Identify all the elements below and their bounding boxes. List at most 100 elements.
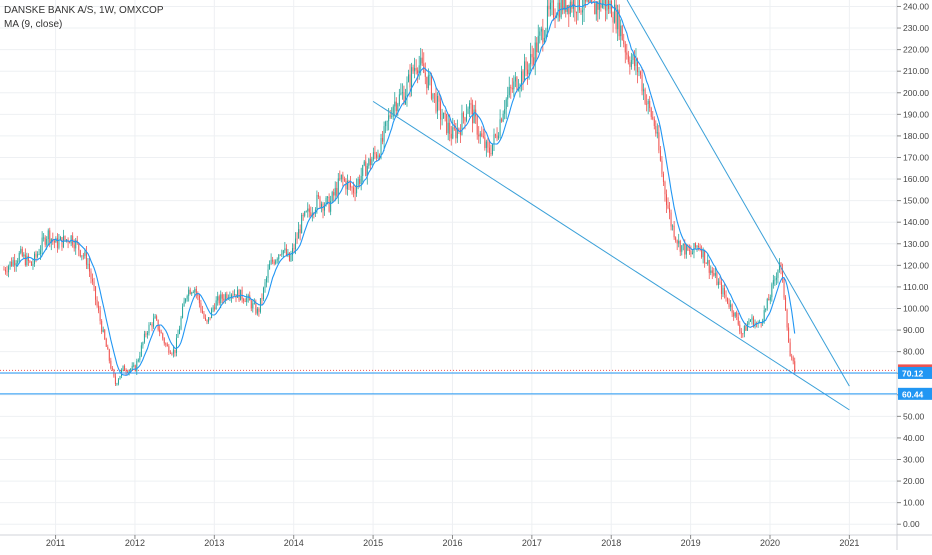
- trendline[interactable]: [626, 0, 850, 387]
- candle-body: [510, 87, 512, 89]
- x-tick-label: 2013: [204, 538, 224, 548]
- candle-body: [4, 269, 6, 272]
- candle-body: [81, 255, 83, 257]
- y-tick-label: 80.00: [903, 347, 925, 357]
- candle-body: [553, 0, 555, 18]
- symbol-title[interactable]: DANSKE BANK A/S, 1W, OMXCOP: [4, 5, 164, 16]
- candle-body: [369, 158, 371, 166]
- candle-body: [372, 152, 374, 160]
- candle-body: [243, 299, 245, 302]
- y-tick-label: 180.00: [903, 131, 929, 141]
- candle-body: [473, 109, 475, 124]
- trendlines[interactable]: [0, 0, 897, 411]
- candle-body: [136, 361, 138, 372]
- candle-body: [308, 208, 310, 213]
- candle-body: [588, 0, 590, 2]
- candle-body: [177, 333, 179, 338]
- price-label: 70.12: [902, 368, 924, 378]
- candle-body: [32, 264, 34, 266]
- price-label-box: [898, 387, 932, 400]
- y-tick-label: 90.00: [903, 325, 925, 335]
- candle-body: [524, 61, 526, 82]
- candle-body: [539, 31, 541, 36]
- candle-body: [305, 211, 307, 213]
- price-label: 60.44: [902, 389, 924, 399]
- candle-body: [204, 317, 206, 320]
- candle-body: [391, 116, 393, 118]
- candle-body: [288, 252, 290, 261]
- y-tick-label: 100.00: [903, 303, 929, 313]
- candle-body: [440, 101, 442, 120]
- candle-body: [778, 262, 780, 270]
- candle-body: [563, 0, 565, 11]
- candle-body: [46, 238, 48, 245]
- candle-body: [241, 289, 243, 300]
- candle-body: [514, 77, 516, 82]
- candle-body: [12, 260, 14, 266]
- candle-body: [180, 317, 182, 329]
- candle-body: [108, 349, 110, 361]
- candle-body: [771, 284, 773, 298]
- candle-body: [365, 161, 367, 177]
- candle-body: [218, 296, 220, 304]
- trendline[interactable]: [372, 100, 850, 411]
- indicator-title[interactable]: MA (9, close): [4, 19, 63, 30]
- y-tick-label: 210.00: [903, 66, 929, 76]
- candle-body: [479, 133, 481, 137]
- candle-body: [269, 264, 271, 270]
- candle-body: [165, 343, 167, 345]
- candle-body: [324, 205, 326, 211]
- candle-body: [127, 371, 129, 373]
- y-tick-label: 220.00: [903, 45, 929, 55]
- candle-body: [168, 346, 170, 353]
- candle-body: [23, 254, 25, 257]
- candle-body: [388, 115, 390, 122]
- y-tick-label: 10.00: [903, 498, 925, 508]
- candle-body: [430, 75, 432, 99]
- candle-body: [114, 376, 116, 384]
- candle-body: [351, 187, 353, 189]
- y-tick-label: 230.00: [903, 23, 929, 33]
- y-tick-label: 240.00: [903, 1, 929, 11]
- candle-body: [667, 205, 669, 209]
- candle-body: [105, 339, 107, 347]
- candle-body: [20, 248, 22, 253]
- candle-body: [673, 225, 675, 238]
- candle-body: [534, 42, 536, 65]
- candle-body: [360, 175, 362, 184]
- x-axis: 2011 2012 2013 2014 2015 2016 2017 2018 2019 2020…: [0, 534, 932, 548]
- candle-body: [766, 299, 768, 309]
- candle-body: [792, 357, 794, 362]
- candle-body: [745, 325, 747, 331]
- candle-body: [426, 76, 428, 89]
- candle-body: [278, 254, 280, 260]
- candle-body: [304, 211, 306, 216]
- candle-body: [586, 0, 588, 2]
- candle-body: [137, 359, 139, 362]
- candle-body: [785, 297, 787, 310]
- candle-body: [658, 132, 660, 151]
- candle-body: [734, 312, 736, 317]
- x-tick-label: 2014: [284, 538, 304, 548]
- candle-body: [110, 360, 112, 369]
- candle-body: [557, 2, 559, 17]
- candle-body: [122, 365, 124, 370]
- candle-body: [609, 0, 611, 10]
- candle-body: [603, 0, 605, 4]
- candle-body: [551, 0, 553, 3]
- candle-body: [200, 303, 202, 311]
- candle-body: [727, 297, 729, 304]
- candle-body: [150, 323, 152, 325]
- candle-body: [301, 214, 303, 234]
- candle-body: [85, 251, 87, 265]
- candle-body: [630, 60, 632, 67]
- candle-body: [656, 132, 658, 134]
- candle-body: [267, 269, 269, 278]
- candle-body: [589, 0, 591, 2]
- candle-body: [611, 0, 613, 18]
- candle-body: [414, 67, 416, 72]
- candle-body: [90, 271, 92, 279]
- y-tick-label: 120.00: [903, 260, 929, 270]
